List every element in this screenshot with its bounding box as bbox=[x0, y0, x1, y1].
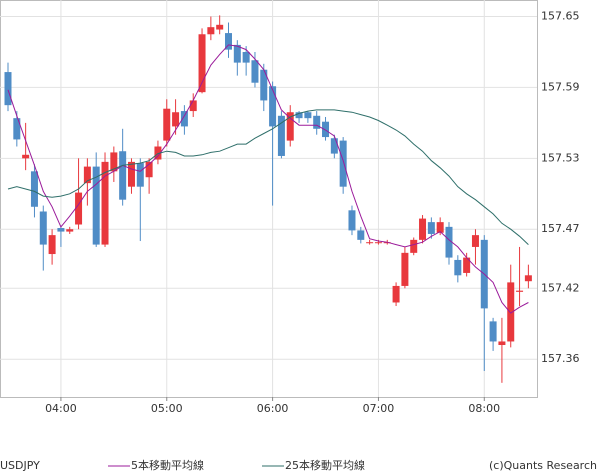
candle-body bbox=[57, 228, 65, 232]
credit: (c)Quants Research bbox=[489, 459, 597, 472]
y-tick-label: 157.65 bbox=[541, 10, 580, 23]
symbol: USDJPY bbox=[0, 459, 40, 472]
candle-body bbox=[410, 239, 418, 253]
y-tick-label: 157.59 bbox=[541, 80, 580, 93]
y-tick-label: 157.53 bbox=[541, 151, 580, 164]
candle-body bbox=[313, 115, 321, 129]
candle-body bbox=[269, 86, 277, 127]
candle-body bbox=[419, 218, 427, 240]
x-tick-label: 06:00 bbox=[257, 402, 289, 415]
candle-body bbox=[498, 341, 506, 346]
candle-body bbox=[216, 24, 224, 30]
candle-body bbox=[242, 51, 250, 63]
x-tick-label: 08:00 bbox=[468, 402, 500, 415]
moving-average bbox=[7, 109, 529, 245]
candle-body bbox=[260, 69, 268, 101]
legend-label: 5本移動平均線 bbox=[131, 458, 204, 472]
candle-body bbox=[207, 27, 215, 35]
candle-body bbox=[339, 140, 347, 187]
candle-body bbox=[92, 166, 100, 245]
candle-body bbox=[463, 257, 471, 273]
candle-body bbox=[322, 121, 330, 138]
candle-body bbox=[454, 259, 462, 276]
candle-body bbox=[4, 72, 12, 106]
candle-body bbox=[357, 230, 365, 240]
candle-body bbox=[66, 229, 74, 232]
candle-body bbox=[127, 161, 135, 187]
candle-body bbox=[304, 112, 312, 119]
candle-body bbox=[489, 321, 497, 342]
y-tick-label: 157.47 bbox=[541, 222, 580, 235]
candle-body bbox=[48, 235, 56, 255]
y-tick-label: 157.42 bbox=[541, 281, 580, 294]
x-tick-label: 04:00 bbox=[45, 402, 77, 415]
candle-body bbox=[180, 111, 188, 127]
x-tick-label: 07:00 bbox=[363, 402, 395, 415]
candle-body bbox=[383, 242, 391, 244]
candle-body bbox=[83, 166, 91, 184]
candle-body bbox=[436, 222, 444, 233]
candle-body bbox=[286, 112, 294, 141]
candle-body bbox=[101, 161, 109, 245]
candle-body bbox=[119, 151, 127, 200]
candle-body bbox=[30, 171, 38, 207]
candle-body bbox=[136, 163, 144, 187]
candle-body bbox=[445, 226, 453, 258]
candle-body bbox=[348, 210, 356, 231]
candle-body bbox=[22, 154, 30, 159]
candle-body bbox=[172, 112, 180, 127]
candle-body bbox=[75, 192, 83, 225]
candle-body bbox=[277, 115, 285, 156]
candle-body bbox=[330, 138, 338, 154]
moving-average bbox=[7, 44, 529, 314]
candle-body bbox=[471, 235, 479, 247]
candle-body bbox=[295, 112, 303, 119]
candle-body bbox=[39, 211, 47, 245]
candle-body bbox=[401, 252, 409, 286]
candle-body bbox=[189, 100, 197, 112]
candle-body bbox=[110, 152, 118, 172]
candle-body bbox=[392, 285, 400, 303]
candle-body bbox=[516, 290, 524, 292]
candle-body bbox=[507, 282, 515, 342]
legend-label: 25本移動平均線 bbox=[285, 458, 365, 472]
candle-body bbox=[225, 33, 232, 50]
candle-body bbox=[13, 118, 21, 140]
candle-body bbox=[154, 146, 162, 160]
y-tick-label: 157.36 bbox=[541, 352, 580, 365]
candle-body bbox=[198, 34, 206, 93]
candle-body bbox=[145, 161, 153, 178]
candle-body bbox=[524, 275, 532, 282]
candle-body bbox=[251, 60, 259, 83]
candle-body bbox=[366, 242, 374, 244]
candle-body bbox=[233, 44, 241, 63]
x-tick-label: 05:00 bbox=[151, 402, 183, 415]
candle-body bbox=[374, 242, 382, 244]
candle-body bbox=[163, 108, 171, 141]
candle-body bbox=[427, 222, 435, 234]
plot-area bbox=[0, 0, 538, 398]
